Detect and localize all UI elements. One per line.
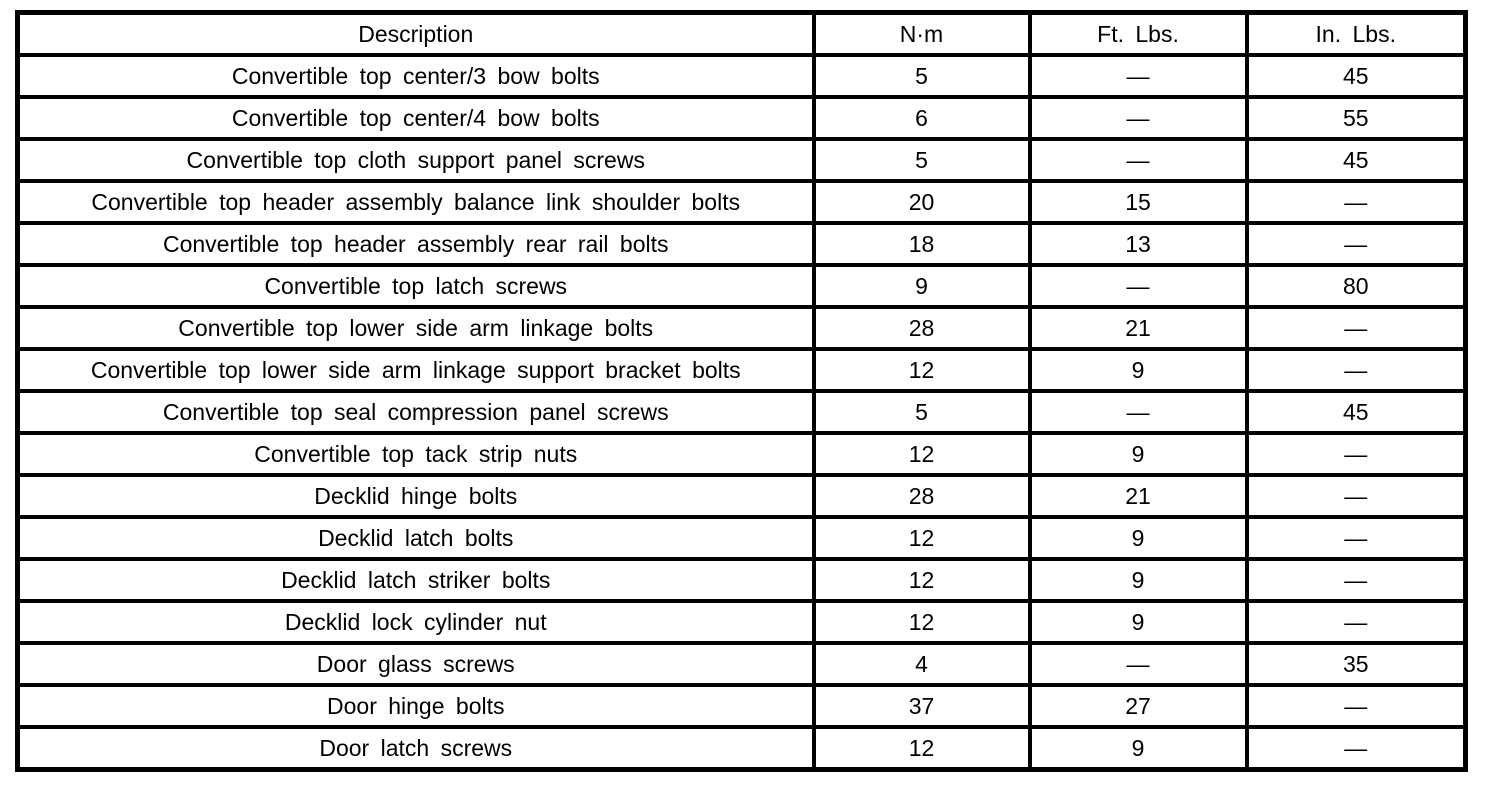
table-row: Door latch screws 12 9— (15, 725, 1468, 772)
torque-spec-table: Description N·m Ft. Lbs. In. Lbs. Conver… (15, 10, 1468, 772)
table-row: Convertible top lower side arm linkage b… (15, 305, 1468, 351)
nm-cell: 5 (811, 389, 1032, 435)
table-row: Convertible top tack strip nuts 12 9— (15, 431, 1468, 477)
table-row: Door glass screws 4—35 (15, 641, 1468, 687)
ftlbs-cell: 15 (1027, 179, 1249, 225)
header-row: Description N·m Ft. Lbs. In. Lbs. (15, 10, 1468, 57)
description-cell: Convertible top latch screws (15, 263, 816, 309)
description-cell: Convertible top center/4 bow bolts (15, 95, 816, 141)
inlbs-cell: — (1244, 515, 1468, 561)
inlbs-cell: — (1244, 683, 1468, 729)
nm-cell: 12 (811, 347, 1032, 393)
nm-cell: 28 (811, 305, 1032, 351)
column-header-description: Description (15, 10, 816, 57)
ftlbs-cell: 9 (1027, 515, 1249, 561)
nm-cell: 20 (811, 179, 1032, 225)
table-row: Convertible top latch screws 9—80 (15, 263, 1468, 309)
nm-cell: 28 (811, 473, 1032, 519)
column-header-nm: N·m (811, 10, 1032, 57)
nm-cell: 12 (811, 515, 1032, 561)
description-cell: Decklid hinge bolts (15, 473, 816, 519)
description-cell: Convertible top header assembly rear rai… (15, 221, 816, 267)
description-cell: Door latch screws (15, 725, 816, 772)
ftlbs-cell: 9 (1027, 725, 1249, 772)
inlbs-cell: — (1244, 725, 1468, 772)
column-header-inlbs: In. Lbs. (1244, 10, 1468, 57)
nm-cell: 12 (811, 725, 1032, 772)
nm-cell: 6 (811, 95, 1032, 141)
description-cell: Convertible top tack strip nuts (15, 431, 816, 477)
nm-cell: 12 (811, 431, 1032, 477)
nm-cell: 12 (811, 557, 1032, 603)
description-cell: Convertible top lower side arm linkage b… (15, 305, 816, 351)
ftlbs-cell: 9 (1027, 431, 1249, 477)
table-row: Decklid latch bolts 12 9— (15, 515, 1468, 561)
table-row: Convertible top center/3 bow bolts 5—45 (15, 53, 1468, 99)
ftlbs-cell: — (1027, 263, 1249, 309)
description-cell: Convertible top lower side arm linkage s… (15, 347, 816, 393)
inlbs-cell: — (1244, 557, 1468, 603)
inlbs-cell: 80 (1244, 263, 1468, 309)
inlbs-cell: 45 (1244, 137, 1468, 183)
table-row: Convertible top header assembly rear rai… (15, 221, 1468, 267)
table-row: Convertible top header assembly balance … (15, 179, 1468, 225)
ftlbs-cell: 9 (1027, 557, 1249, 603)
description-cell: Decklid latch striker bolts (15, 557, 816, 603)
ftlbs-cell: 21 (1027, 305, 1249, 351)
table-row: Convertible top seal compression panel s… (15, 389, 1468, 435)
nm-cell: 5 (811, 53, 1032, 99)
ftlbs-cell: 13 (1027, 221, 1249, 267)
inlbs-cell: — (1244, 599, 1468, 645)
ftlbs-cell: — (1027, 137, 1249, 183)
description-cell: Door hinge bolts (15, 683, 816, 729)
nm-cell: 5 (811, 137, 1032, 183)
ftlbs-cell: 9 (1027, 599, 1249, 645)
ftlbs-cell: — (1027, 389, 1249, 435)
inlbs-cell: — (1244, 305, 1468, 351)
nm-cell: 12 (811, 599, 1032, 645)
inlbs-cell: — (1244, 473, 1468, 519)
table-row: Decklid hinge bolts 28 21— (15, 473, 1468, 519)
table-row: Decklid latch striker bolts 12 9— (15, 557, 1468, 603)
description-cell: Convertible top center/3 bow bolts (15, 53, 816, 99)
column-header-ftlbs: Ft. Lbs. (1027, 10, 1249, 57)
table-row: Door hinge bolts 37 27— (15, 683, 1468, 729)
inlbs-cell: — (1244, 221, 1468, 267)
table-row: Convertible top cloth support panel scre… (15, 137, 1468, 183)
nm-cell: 18 (811, 221, 1032, 267)
inlbs-cell: 55 (1244, 95, 1468, 141)
table-body: Convertible top center/3 bow bolts 5—45 Co… (15, 53, 1468, 772)
inlbs-cell: 35 (1244, 641, 1468, 687)
inlbs-cell: 45 (1244, 53, 1468, 99)
inlbs-cell: 45 (1244, 389, 1468, 435)
inlbs-cell: — (1244, 179, 1468, 225)
ftlbs-cell: — (1027, 53, 1249, 99)
table-row: Decklid lock cylinder nut 12 9— (15, 599, 1468, 645)
nm-cell: 9 (811, 263, 1032, 309)
ftlbs-cell: — (1027, 641, 1249, 687)
ftlbs-cell: 27 (1027, 683, 1249, 729)
description-cell: Door glass screws (15, 641, 816, 687)
description-cell: Decklid lock cylinder nut (15, 599, 816, 645)
ftlbs-cell: — (1027, 95, 1249, 141)
description-cell: Decklid latch bolts (15, 515, 816, 561)
description-cell: Convertible top header assembly balance … (15, 179, 816, 225)
inlbs-cell: — (1244, 431, 1468, 477)
ftlbs-cell: 21 (1027, 473, 1249, 519)
description-cell: Convertible top seal compression panel s… (15, 389, 816, 435)
description-cell: Convertible top cloth support panel scre… (15, 137, 816, 183)
table-row: Convertible top center/4 bow bolts 6—55 (15, 95, 1468, 141)
inlbs-cell: — (1244, 347, 1468, 393)
nm-cell: 4 (811, 641, 1032, 687)
ftlbs-cell: 9 (1027, 347, 1249, 393)
nm-cell: 37 (811, 683, 1032, 729)
table-row: Convertible top lower side arm linkage s… (15, 347, 1468, 393)
